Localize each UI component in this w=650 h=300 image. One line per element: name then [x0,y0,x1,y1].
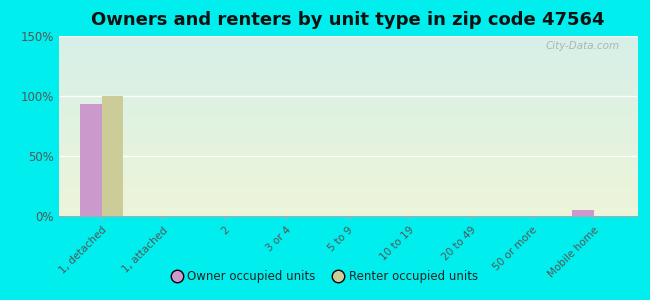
Legend: Owner occupied units, Renter occupied units: Owner occupied units, Renter occupied un… [167,266,483,288]
Bar [101,96,123,216]
Title: Owners and renters by unit type in zip code 47564: Owners and renters by unit type in zip c… [91,11,604,29]
Bar [80,104,101,216]
Bar [573,210,594,216]
Text: City-Data.com: City-Data.com [545,41,619,51]
